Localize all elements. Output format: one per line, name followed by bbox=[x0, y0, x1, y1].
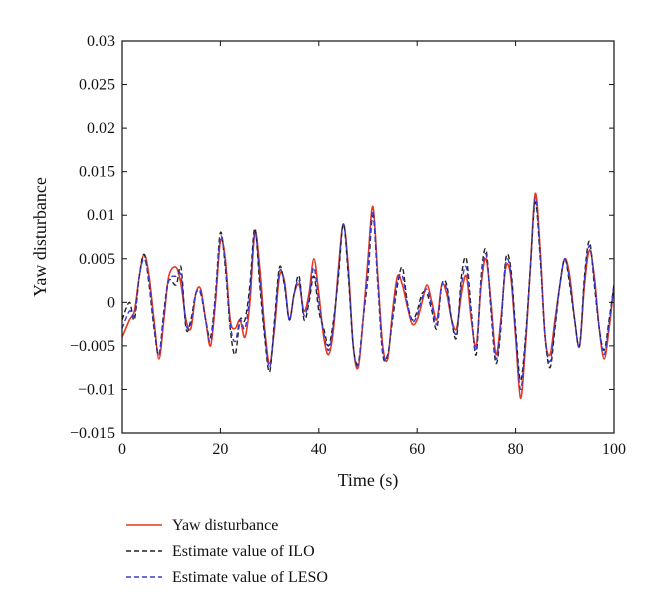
legend-label-1: Yaw disturbance bbox=[172, 517, 278, 534]
y-tick-label: 0 bbox=[107, 294, 115, 311]
series-line-1 bbox=[122, 192, 614, 399]
x-tick-label: 80 bbox=[508, 441, 524, 458]
x-tick-label: 60 bbox=[409, 441, 425, 458]
y-tick-label: 0.02 bbox=[87, 120, 115, 137]
y-axis-title: Yaw disturbance bbox=[30, 177, 50, 297]
plot-frame bbox=[121, 40, 615, 434]
x-tick-label: 100 bbox=[602, 441, 626, 458]
y-tick-label: −0.015 bbox=[70, 425, 115, 442]
series-line-3 bbox=[122, 197, 614, 391]
y-tick-label: −0.01 bbox=[78, 381, 115, 398]
y-tick-label: 0.01 bbox=[87, 207, 115, 224]
x-tick-label: 40 bbox=[311, 441, 327, 458]
axis-ticks: 0 20 40 60 80 100 −0.015 −0.01 −0.005 0 0.005 0.01 0… bbox=[70, 33, 626, 458]
series-layer bbox=[122, 192, 614, 399]
legend-label-2: Estimate value of ILO bbox=[172, 543, 315, 560]
x-tick-label: 20 bbox=[212, 441, 228, 458]
x-axis-title: Time (s) bbox=[338, 470, 399, 491]
x-tick-label: 0 bbox=[118, 441, 126, 458]
y-tick-label: −0.005 bbox=[70, 338, 115, 355]
y-tick-label: 0.03 bbox=[87, 33, 115, 50]
legend-label-3: Estimate value of LESO bbox=[172, 569, 328, 586]
y-tick-label: 0.025 bbox=[79, 77, 115, 94]
legend: Yaw disturbance Estimate value of ILO Esti… bbox=[126, 517, 328, 586]
y-tick-label: 0.005 bbox=[79, 251, 115, 268]
y-tick-label: 0.015 bbox=[79, 164, 115, 181]
